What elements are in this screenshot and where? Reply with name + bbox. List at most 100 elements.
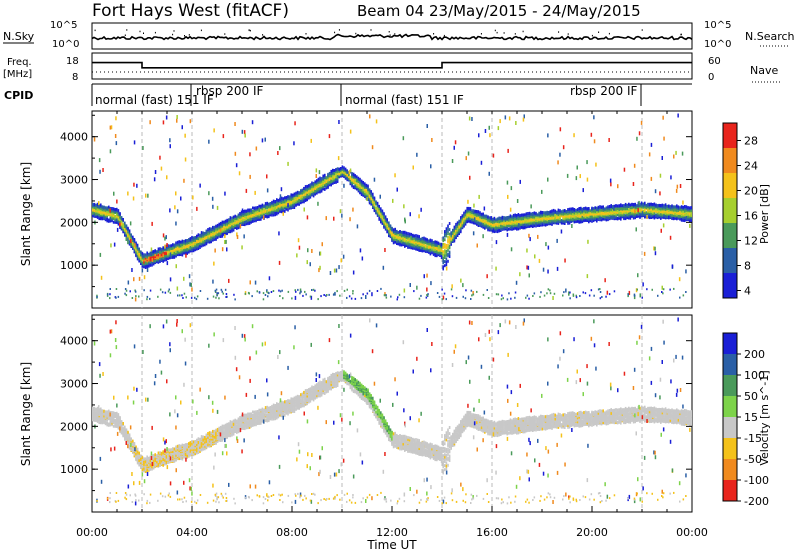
- power-cell: [554, 209, 556, 213]
- nsky-spike: [494, 29, 496, 32]
- power-cell: [392, 241, 395, 245]
- power-cell: [229, 219, 232, 223]
- power-noise: [472, 291, 474, 295]
- power-cell: [421, 249, 424, 253]
- power-cell: [664, 214, 667, 218]
- power-noise: [418, 214, 420, 219]
- power-cell: [148, 263, 150, 267]
- power-cell: [468, 211, 470, 215]
- power-noise: [110, 243, 112, 248]
- power-cell: [690, 216, 692, 220]
- nsky-spike: [248, 29, 250, 32]
- power-cell: [402, 241, 404, 245]
- power-cell: [154, 255, 156, 258]
- power-cell: [274, 207, 276, 211]
- power-cell: [196, 239, 198, 243]
- power-cell: [484, 224, 486, 228]
- power-cell: [284, 198, 286, 202]
- power-noise: [333, 216, 335, 221]
- power-cell: [562, 209, 564, 213]
- power-cell: [226, 231, 228, 235]
- power-cell: [181, 239, 184, 243]
- power-cell: [589, 209, 592, 213]
- power-cell: [666, 206, 668, 210]
- power-cell: [559, 209, 561, 213]
- power-cell: [583, 207, 585, 210]
- power-cell: [546, 219, 548, 223]
- power-cell: [559, 220, 561, 224]
- power-cell: [144, 253, 147, 257]
- nsky-spike: [680, 33, 682, 36]
- power-cell: [376, 201, 379, 205]
- power-noise: [343, 183, 345, 188]
- power-noise: [373, 177, 376, 182]
- power-noise: [282, 211, 284, 216]
- power-echo-data: [92, 113, 692, 302]
- power-cell: [250, 211, 252, 214]
- power-cell: [477, 221, 480, 225]
- power-cell: [445, 249, 448, 253]
- power-cell: [202, 231, 204, 235]
- power-noise: [145, 193, 147, 198]
- power-noise: [93, 137, 96, 142]
- power-cell: [450, 241, 452, 245]
- power-cell: [256, 206, 259, 209]
- power-cell: [288, 195, 291, 199]
- power-cell: [250, 208, 252, 212]
- power-cell: [522, 219, 524, 223]
- power-cell: [405, 244, 408, 247]
- power-cell: [152, 262, 155, 266]
- power-cell: [117, 217, 120, 221]
- nsky-spike: [522, 30, 524, 33]
- power-cell: [335, 179, 337, 183]
- power-cell: [157, 253, 160, 257]
- power-noise: [499, 119, 501, 124]
- power-cell: [469, 217, 472, 220]
- power-cell: [682, 218, 684, 222]
- power-cell: [237, 224, 240, 228]
- power-cell: [620, 203, 622, 207]
- power-cell: [162, 246, 164, 250]
- power-cell: [668, 215, 670, 219]
- power-noise: [617, 184, 619, 189]
- power-cell: [525, 212, 528, 216]
- power-cell: [370, 202, 372, 206]
- power-cell: [120, 219, 123, 223]
- power-cell: [140, 252, 142, 256]
- power-cell: [173, 251, 176, 254]
- power-cell: [551, 211, 553, 215]
- power-cell: [208, 229, 211, 233]
- power-cell: [192, 243, 195, 247]
- power-cell: [328, 180, 331, 183]
- power-cell: [429, 251, 432, 255]
- power-cell: [240, 220, 243, 224]
- power-cell: [655, 203, 657, 207]
- power-cell: [618, 204, 620, 208]
- power-cell: [156, 250, 158, 254]
- power-cell: [496, 225, 499, 229]
- power-cell: [408, 232, 411, 236]
- power-cell: [130, 244, 132, 247]
- power-noise: [529, 237, 531, 242]
- power-cell: [524, 213, 526, 217]
- power-cell: [564, 209, 566, 212]
- power-cell: [655, 215, 657, 219]
- power-noise: [154, 170, 157, 174]
- power-cell: [298, 196, 300, 199]
- power-cell: [637, 210, 640, 214]
- nsky-spike: [388, 31, 390, 33]
- power-cell: [320, 188, 323, 192]
- power-cell: [599, 211, 601, 215]
- power-cell: [370, 194, 372, 197]
- power-cell: [527, 223, 529, 226]
- power-cell: [341, 165, 344, 169]
- power-cell: [557, 211, 560, 214]
- power-cell: [448, 250, 451, 254]
- power-cell: [404, 244, 406, 248]
- power-cell: [618, 211, 620, 215]
- power-cell: [116, 217, 118, 221]
- power-cell: [674, 205, 676, 209]
- power-cell: [653, 204, 656, 208]
- power-cell: [264, 204, 267, 207]
- power-cell: [418, 248, 420, 252]
